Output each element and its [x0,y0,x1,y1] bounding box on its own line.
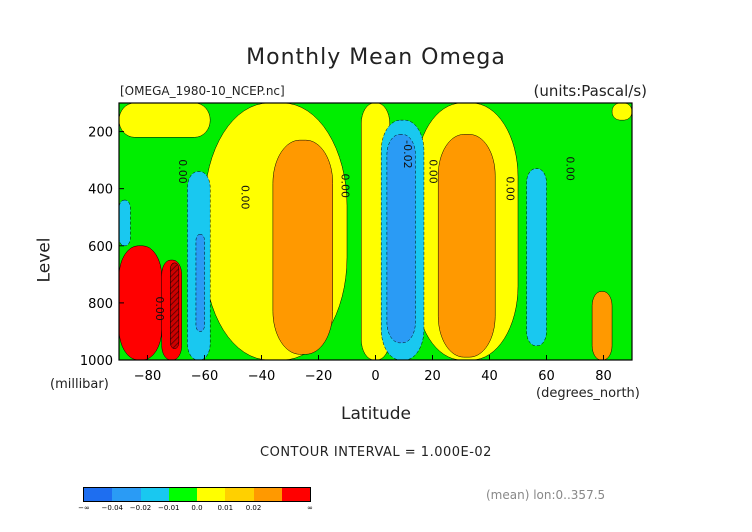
contour-label: 0.00 [563,156,576,181]
x-tick-label: −40 [248,369,275,384]
colorbar-label: −0.04 [101,504,123,512]
units-label: (units:Pascal/s) [533,82,648,100]
contour-label: -0.02 [401,140,414,168]
colorbar-label: 0.0 [191,504,203,512]
colorbar-swatch [140,488,169,501]
region-pos2 [591,291,613,360]
y-axis-unit: (millibar) [50,377,109,392]
region-neg1 [119,199,131,247]
x-tick-label: −20 [305,369,332,384]
contour-label: 0.00 [427,159,440,184]
y-axis-label: Level [34,237,55,283]
region-pos2 [272,139,333,355]
colorbar-swatch [112,488,141,501]
x-tick-label: −80 [134,369,161,384]
region-pos4 [170,262,180,349]
colorbar-swatch [253,488,282,501]
y-tick-label: 400 [88,183,113,198]
colorbar-label: −0.02 [129,504,152,512]
region-pos2 [437,134,496,358]
x-tick-label: 0 [371,369,379,384]
contour-regions [119,103,632,360]
region-neg2 [195,234,205,332]
region-neg2 [386,134,416,344]
colorbar [83,487,311,502]
contour-interval: CONTOUR INTERVAL = 1.000E-02 [260,445,492,460]
x-tick-label: 40 [481,369,498,384]
file-label: [OMEGA_1980-10_NCEP.nc] [120,84,285,98]
x-axis-label: Latitude [341,404,411,424]
contour-label: 0.00 [338,174,351,199]
colorbar-swatch [84,488,113,501]
y-tick-label: 200 [88,126,113,141]
y-tick-label: 600 [88,240,113,255]
colorbar-swatch [281,488,310,501]
y-axis: 200 400 600 800 1000 [80,126,124,369]
x-tick-label: −60 [191,369,218,384]
colorbar-label: −0.01 [158,504,180,512]
y-tick-label: 1000 [80,354,113,369]
colorbar-swatch [225,488,254,501]
contour-label: 0.00 [504,176,517,201]
mean-label: (mean) lon:0..357.5 [486,488,606,502]
colorbar-swatch [168,488,197,501]
colorbar-label: −∞ [78,504,90,512]
colorbar-label: 0.01 [217,504,234,512]
colorbar-swatch [197,488,226,501]
region-pos [119,103,211,138]
contour-labels: 0.00 0.00 0.00 0.00 0.00 0.00 0.00 -0.02 [153,140,576,321]
colorbar-label: 0.02 [245,504,262,512]
x-axis: −80 −60 −40 −20 0 20 40 60 80 [134,355,612,384]
x-axis-unit: (degrees_north) [536,386,640,401]
contour-label: 0.00 [176,159,189,184]
y-tick-label: 800 [88,297,113,312]
x-tick-label: 80 [595,369,612,384]
colorbar-label: ∞ [307,504,313,512]
region-neg1 [526,168,547,346]
x-tick-label: 20 [424,369,441,384]
x-tick-label: 60 [538,369,555,384]
chart-title: Monthly Mean Omega [246,45,506,70]
contour-label: 0.00 [239,185,252,210]
contour-label: 0.00 [153,296,166,321]
region-pos [611,103,632,121]
